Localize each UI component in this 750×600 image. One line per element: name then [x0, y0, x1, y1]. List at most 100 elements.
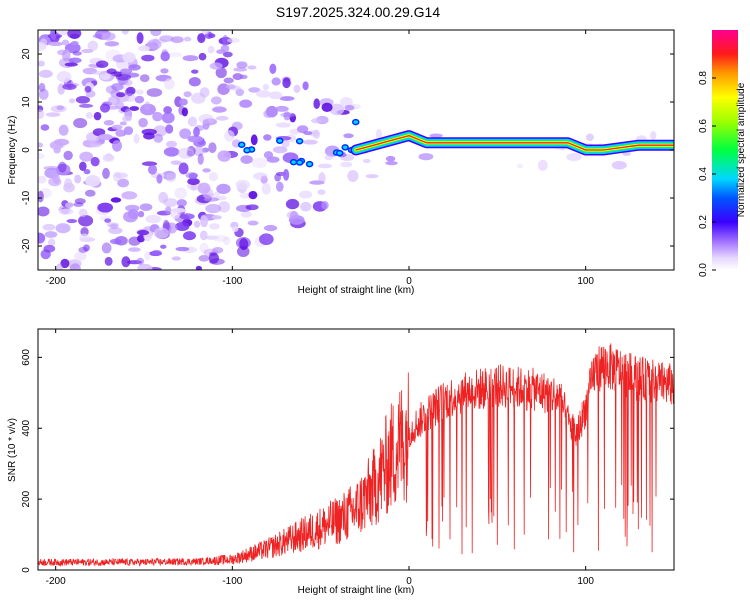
spectrogram-noise-cell [585, 133, 594, 142]
spectrogram-bright-cell [237, 141, 246, 149]
spectrogram-noise-cell [128, 236, 141, 246]
spectrogram-noise-cell [54, 30, 69, 36]
spectrogram-noise-cell [97, 133, 113, 141]
spectrogram-noise-cell [139, 74, 150, 83]
spectrogram-noise-cell [115, 73, 132, 81]
colorbar-gradient [712, 30, 738, 270]
spectrogram-noise-cell [103, 119, 115, 126]
spectrogram-noise-cell [137, 263, 153, 270]
spectrogram-noise-cell [121, 256, 131, 268]
spectrogram-x-label: Height of straight line (km) [298, 285, 415, 296]
spectrogram-noise-cell [119, 121, 127, 126]
spectrogram-noise-cell [40, 124, 50, 131]
spectrogram-noise-cell [100, 103, 111, 113]
spectrogram-noise-cell [222, 51, 233, 58]
spectrogram-noise-cell [193, 220, 201, 228]
spectrogram-y-label: Frequency (Hz) [7, 116, 18, 185]
spectrogram-noise-cell [171, 256, 181, 261]
spectrogram-noise-cell [203, 197, 220, 202]
spectrogram-bright-cell [305, 160, 314, 168]
spectrogram-noise-cell [164, 206, 172, 215]
spectrogram-noise-cell [566, 152, 582, 162]
spectrogram-noise-cell [275, 105, 289, 112]
colorbar-tick-label: 0.6 [698, 119, 709, 133]
spectrogram-noise-cell [92, 128, 106, 137]
spectrogram-noise-cell [92, 33, 105, 39]
spectrogram-noise-cell [60, 258, 70, 269]
spectrogram-noise-cell [124, 87, 134, 97]
spectrogram-noise-cell [195, 265, 202, 270]
spectrogram-noise-cell [344, 104, 355, 111]
spectrogram-noise-cell [69, 98, 76, 104]
spectrogram-noise-cell [205, 203, 222, 214]
spectrogram-noise-cell [375, 128, 383, 141]
spectrogram-noise-cell [42, 223, 56, 231]
spectrogram-noise-cell [56, 105, 64, 111]
spectrogram-noise-cell [197, 153, 204, 165]
spectrogram-noise-cell [163, 197, 178, 208]
spectrogram-noise-cell [197, 182, 211, 194]
spectrogram-noise-cell [183, 91, 192, 98]
spectrogram-noise-cell [70, 41, 79, 46]
spectrogram-noise-cell [187, 116, 198, 127]
spectrogram-noise-cell [109, 238, 122, 245]
snr-x-tick-label: 100 [577, 576, 594, 587]
spectrogram-noise-cell [152, 111, 163, 122]
spectrogram-noise-cell [198, 254, 210, 262]
spectrogram-noise-cell [78, 214, 94, 227]
spectrogram-noise-cell [339, 153, 355, 162]
colorbar-ticks: 0.0 0.2 0.4 0.6 0.8 [698, 71, 716, 277]
spectrogram-noise-cell [146, 39, 162, 50]
snr-series-line [38, 343, 674, 568]
spectrogram-noise-cell [217, 150, 232, 162]
spectrogram-noise-cell [253, 172, 268, 180]
spectrogram-noise-cell [324, 154, 334, 161]
colorbar: 0.0 0.2 0.4 0.6 0.8 Normalized spectral ampl… [698, 30, 747, 277]
spectrogram-noise-cell [116, 92, 126, 98]
spectrogram-noise-cell [168, 52, 183, 58]
spectrogram-noise-cell [38, 69, 53, 78]
spectrogram-noise-cell [176, 199, 187, 207]
spectrogram-noise-cell [251, 157, 268, 169]
spectrogram-noise-cell [129, 106, 140, 112]
spectrogram-noise-cell [161, 112, 175, 124]
spectrogram-noise-cell [75, 96, 91, 104]
spectrogram-noise-cell [38, 82, 46, 92]
spectrogram-noise-cell [55, 223, 71, 234]
spectrogram-noise-cell [137, 45, 150, 52]
spectrogram-noise-cell [339, 97, 353, 108]
spectrogram-noise-cell [153, 227, 169, 239]
spectrogram-noise-cell [83, 169, 91, 175]
spectrogram-noise-cell [43, 244, 56, 253]
spectrogram-y-tick-label: 10 [21, 96, 32, 108]
spectrogram-noise-cell [248, 190, 258, 200]
spectrogram-noise-cell [151, 249, 162, 257]
spectrogram-noise-cell [163, 147, 180, 157]
spectrogram-noise-cell [144, 101, 151, 111]
spectrogram-noise-cell [193, 146, 205, 157]
spectrogram-x-tick-label: 100 [577, 276, 594, 287]
spectrogram-noise-cell [235, 237, 251, 249]
spectrogram-noise-cell [73, 117, 88, 129]
spectrogram-noise-cell [123, 126, 134, 135]
spectrogram-noise-cell [239, 99, 253, 108]
spectrogram-noise-cell [56, 70, 72, 83]
spectrogram-noise-cell [208, 171, 219, 182]
chart-title: S197.2025.324.00.29.G14 [276, 4, 440, 20]
snr-x-tick-label: -200 [46, 576, 66, 587]
spectrogram-noise-cell [283, 111, 291, 121]
spectrogram-noise-cell [240, 155, 253, 164]
spectrogram-noise-cell [179, 128, 191, 139]
spectrogram-noise-cell [39, 38, 48, 48]
spectrogram-noise-cell [170, 160, 182, 165]
spectrogram-noise-cell [156, 174, 163, 184]
spectrogram-noise-cell [247, 65, 257, 70]
spectrogram-noise-cell [160, 244, 167, 249]
spectrogram-noise-cell [69, 263, 81, 270]
spectrogram-noise-cell [248, 87, 261, 93]
spectrogram-noise-cell [269, 63, 277, 75]
spectrogram-noise-cell [85, 174, 101, 187]
spectrogram-noise [38, 30, 657, 270]
spectrogram-noise-cell [38, 88, 49, 100]
